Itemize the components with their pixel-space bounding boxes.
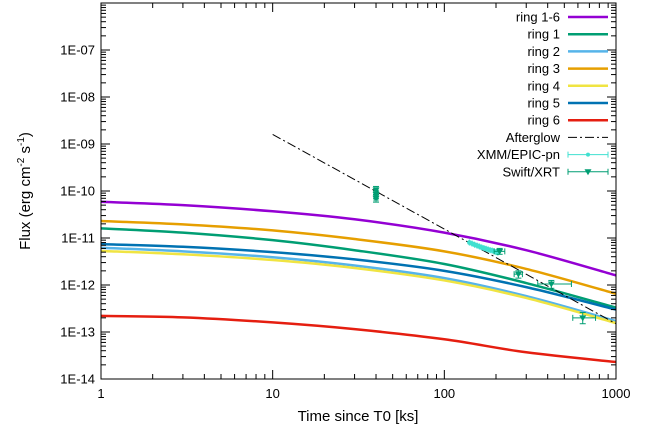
- y-tick-label: 1E-13: [60, 325, 95, 340]
- legend-label: XMM/EPIC-pn: [477, 147, 560, 162]
- y-tick-label: 1E-10: [60, 184, 95, 199]
- plot-frame: [100, 2, 617, 380]
- swift-point: [496, 248, 504, 255]
- swift-point: [547, 281, 555, 288]
- afterglow-line: [272, 133, 616, 325]
- legend-label: ring 5: [527, 96, 560, 111]
- legend-label: ring 2: [527, 44, 560, 59]
- x-tick-label: 1000: [602, 386, 631, 401]
- swift-point: [514, 271, 522, 278]
- series-line-ring-4: [101, 249, 616, 325]
- legend-swatch-marker: [586, 152, 590, 157]
- series-line-ring-5: [101, 242, 616, 311]
- legend-label: ring 3: [527, 61, 560, 76]
- y-axis-label-part: ): [17, 132, 34, 137]
- legend-label: Swift/XRT: [502, 164, 560, 179]
- swift-point: [579, 315, 587, 322]
- swift-point: [372, 195, 380, 202]
- series-line-ring-1-6: [101, 200, 616, 277]
- legend-label: ring 4: [527, 78, 560, 93]
- legend: ring 1-6 ring 1 ring 2 ring 3 ring 4 ring 5 ri…: [477, 10, 609, 179]
- legend-swatch-marker: [584, 169, 592, 176]
- legend-label: ring 1: [527, 27, 560, 42]
- legend-label: Afterglow: [506, 130, 561, 145]
- x-axis-label: Time since T0 [ks]: [298, 408, 419, 425]
- x-tick-label: 1: [97, 386, 104, 401]
- y-tick-label: 1E-11: [61, 231, 95, 246]
- y-tick-label: 1E-09: [60, 137, 95, 152]
- y-axis-label-part: Flux (erg cm: [17, 167, 34, 250]
- series-line-ring-3: [101, 219, 616, 295]
- y-tick-label: 1E-12: [60, 278, 95, 293]
- y-tick-label: 1E-14: [60, 372, 95, 387]
- y-axis-label-part: s: [17, 146, 34, 158]
- series-line-ring-1: [101, 227, 616, 309]
- y-axis-label-exponent: -1: [16, 137, 27, 146]
- y-axis-label-exponent: -2: [16, 157, 27, 166]
- x-tick-label: 10: [265, 386, 279, 401]
- x-tick-label: 100: [433, 386, 455, 401]
- legend-label: ring 6: [527, 113, 560, 128]
- series-line-ring-2: [101, 246, 616, 323]
- legend-label: ring 1-6: [516, 10, 560, 25]
- y-tick-label: 1E-07: [60, 43, 95, 58]
- series-line-ring-6: [101, 314, 616, 364]
- y-tick-label: 1E-08: [60, 90, 95, 105]
- y-axis-label: Flux (erg cm-2 s-1): [16, 132, 34, 250]
